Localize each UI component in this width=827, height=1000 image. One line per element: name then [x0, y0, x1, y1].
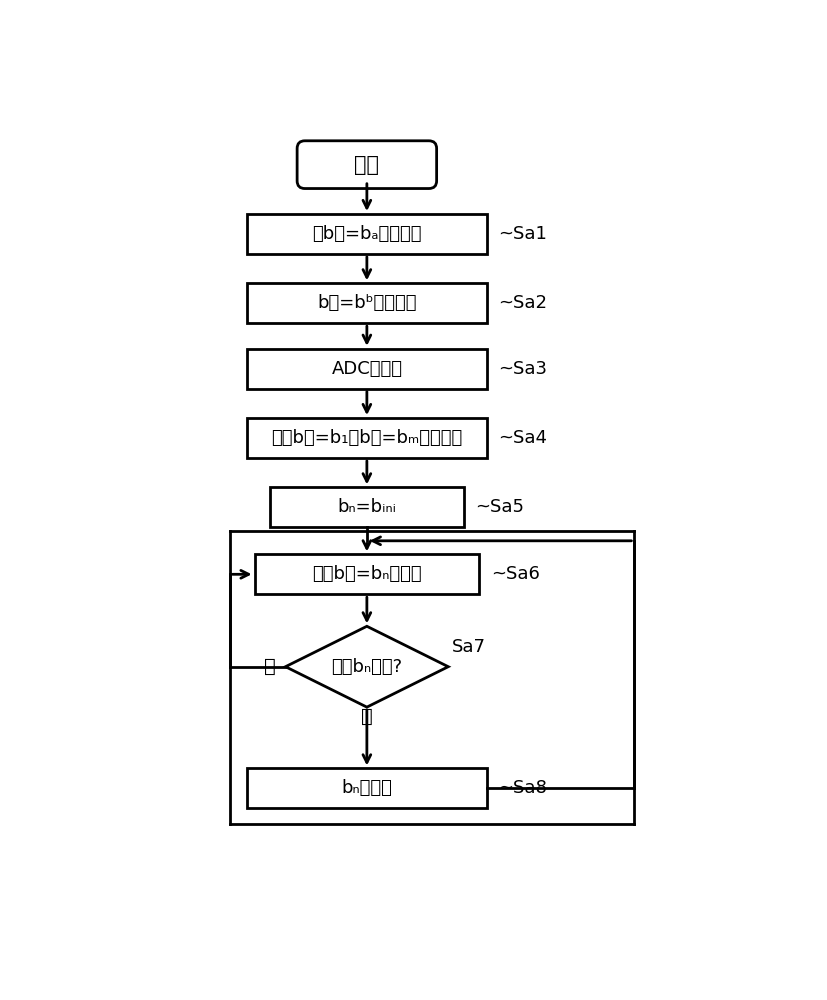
Text: ~Sa1: ~Sa1 — [499, 225, 547, 243]
Text: b値=bᵇ中的摄像: b値=bᵇ中的摄像 — [317, 294, 417, 312]
FancyBboxPatch shape — [246, 283, 487, 323]
FancyBboxPatch shape — [246, 349, 487, 389]
FancyBboxPatch shape — [270, 487, 464, 527]
Text: bₙ=bᵢₙᵢ: bₙ=bᵢₙᵢ — [337, 498, 396, 516]
Text: ADC的导出: ADC的导出 — [332, 360, 403, 378]
Text: ~Sa8: ~Sa8 — [499, 779, 547, 797]
FancyBboxPatch shape — [255, 554, 480, 594]
FancyBboxPatch shape — [246, 214, 487, 254]
Text: ~Sa6: ~Sa6 — [491, 565, 540, 583]
Text: 是: 是 — [361, 707, 373, 726]
Text: ~Sa5: ~Sa5 — [476, 498, 524, 516]
FancyBboxPatch shape — [246, 768, 487, 808]
Polygon shape — [285, 626, 448, 707]
Text: bₙ的变更: bₙ的变更 — [342, 779, 392, 797]
FancyBboxPatch shape — [246, 418, 487, 458]
Text: ~Sa3: ~Sa3 — [499, 360, 547, 378]
Text: 否: 否 — [265, 657, 276, 676]
Text: ~Sa4: ~Sa4 — [499, 429, 547, 447]
Text: Sa7: Sa7 — [452, 638, 486, 656]
Text: 要求bₙ变更?: 要求bₙ变更? — [332, 658, 403, 676]
Text: ~Sa2: ~Sa2 — [499, 294, 547, 312]
Text: 显示b値=bₙ的图像: 显示b値=bₙ的图像 — [312, 565, 422, 583]
Text: 生成b値=b₁至b値=bₘ的各图像: 生成b値=b₁至b値=bₘ的各图像 — [271, 429, 462, 447]
FancyBboxPatch shape — [297, 141, 437, 189]
Text: 开始: 开始 — [355, 155, 380, 175]
Text: 在b値=bₐ中的摄像: 在b値=bₐ中的摄像 — [312, 225, 422, 243]
